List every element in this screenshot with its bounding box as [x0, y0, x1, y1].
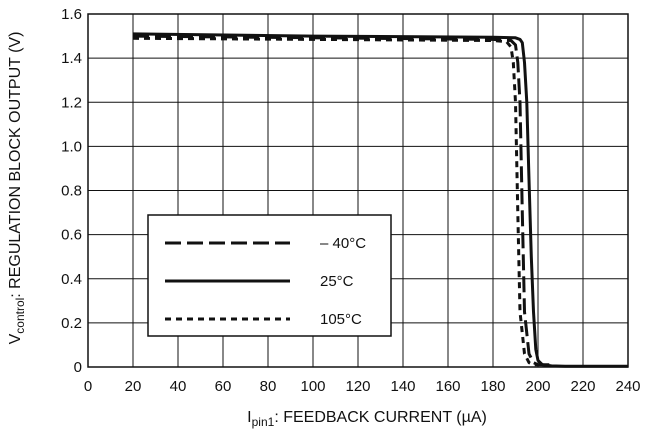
- x-tick-labels: 0 20 40 60 80 100 120 140 160 180 200 220 240: [84, 378, 641, 395]
- y-tick-label: 0.2: [61, 315, 82, 332]
- x-tick-label: 40: [170, 378, 187, 395]
- x-tick-label: 180: [480, 378, 505, 395]
- y-tick-label: 0: [74, 359, 82, 376]
- x-tick-label: 80: [260, 378, 277, 395]
- y-tick-label: 0.8: [61, 183, 82, 200]
- y-tick-label: 0.4: [61, 271, 82, 288]
- series-lines: [132, 32, 628, 368]
- y-tick-label: 1.2: [61, 94, 82, 111]
- plot-frame: [87, 13, 629, 368]
- y-tick-labels: 0 0.2 0.4 0.6 0.8 1.0 1.2 1.4 1.6: [61, 6, 82, 376]
- y-tick-label: 1.6: [61, 6, 82, 23]
- x-tick-label: 220: [570, 378, 595, 395]
- y-tick-label: 0.6: [61, 227, 82, 244]
- x-axis-title: Ipin1: FEEDBACK CURRENT (µA): [247, 409, 487, 429]
- series-line: [132, 32, 628, 368]
- legend-box: [147, 214, 392, 337]
- legend: – 40°C 25°C 105°C: [147, 214, 392, 337]
- x-tick-label: 0: [84, 378, 92, 395]
- legend-label: – 40°C: [320, 235, 366, 252]
- x-tick-label: 200: [525, 378, 550, 395]
- legend-label: 105°C: [320, 311, 362, 328]
- x-tick-label: 100: [300, 378, 325, 395]
- y-tick-label: 1.0: [61, 138, 82, 155]
- x-tick-label: 20: [125, 378, 142, 395]
- x-tick-label: 60: [215, 378, 232, 395]
- x-tick-label: 140: [390, 378, 415, 395]
- plot-border: [87, 13, 629, 368]
- x-tick-label: 160: [435, 378, 460, 395]
- x-tick-label: 240: [615, 378, 640, 395]
- y-axis-title: Vcontrol: REGULATION BLOCK OUTPUT (V): [7, 32, 27, 345]
- x-tick-label: 120: [345, 378, 370, 395]
- series-line: [132, 36, 538, 367]
- legend-label: 25°C: [320, 273, 354, 290]
- y-tick-label: 1.4: [61, 50, 82, 67]
